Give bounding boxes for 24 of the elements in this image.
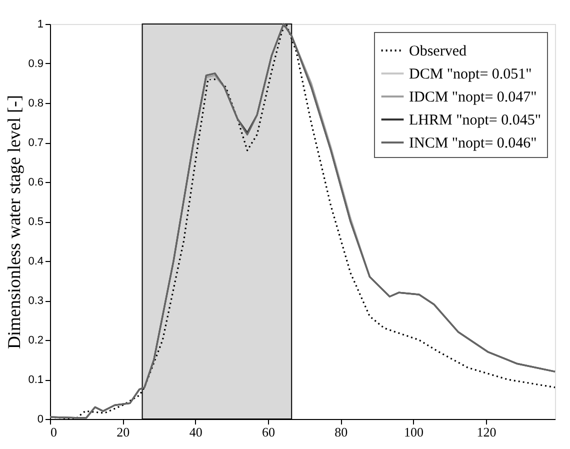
y-tick-label: 1	[37, 18, 44, 30]
x-tick-label: 0	[50, 424, 57, 440]
x-tick-label: 80	[334, 424, 348, 440]
y-tick-label: 0.8	[28, 98, 44, 110]
y-tick-label: 0.7	[28, 137, 44, 149]
legend-label: DCM "nopt= 0.051"	[409, 66, 532, 82]
y-tick-label: 0.1	[28, 374, 44, 386]
x-tick-label: 40	[189, 424, 202, 440]
x-tick-label: 20	[116, 424, 130, 440]
y-tick-label: 0.4	[28, 256, 44, 268]
x-tick-label: 100	[404, 424, 424, 440]
x-tick-label: 60	[262, 424, 275, 440]
y-tick-label: 0.9	[28, 58, 44, 70]
y-tick-label: 0	[37, 414, 44, 426]
legend-label: INCM "nopt= 0.046"	[409, 136, 537, 152]
y-tick-label: 0.6	[28, 176, 44, 188]
y-tick-label: 0.3	[28, 295, 44, 307]
x-tick-label: 120	[476, 424, 496, 440]
legend-label: Observed	[409, 44, 467, 60]
y-axis-title: Dimensionless water stage level [-]	[4, 95, 24, 349]
y-tick-label: 0.5	[28, 216, 44, 228]
legend-label: IDCM "nopt= 0.047"	[409, 90, 537, 106]
legend-label: LHRM "nopt= 0.045"	[409, 112, 541, 128]
y-tick-label: 0.2	[28, 334, 44, 346]
